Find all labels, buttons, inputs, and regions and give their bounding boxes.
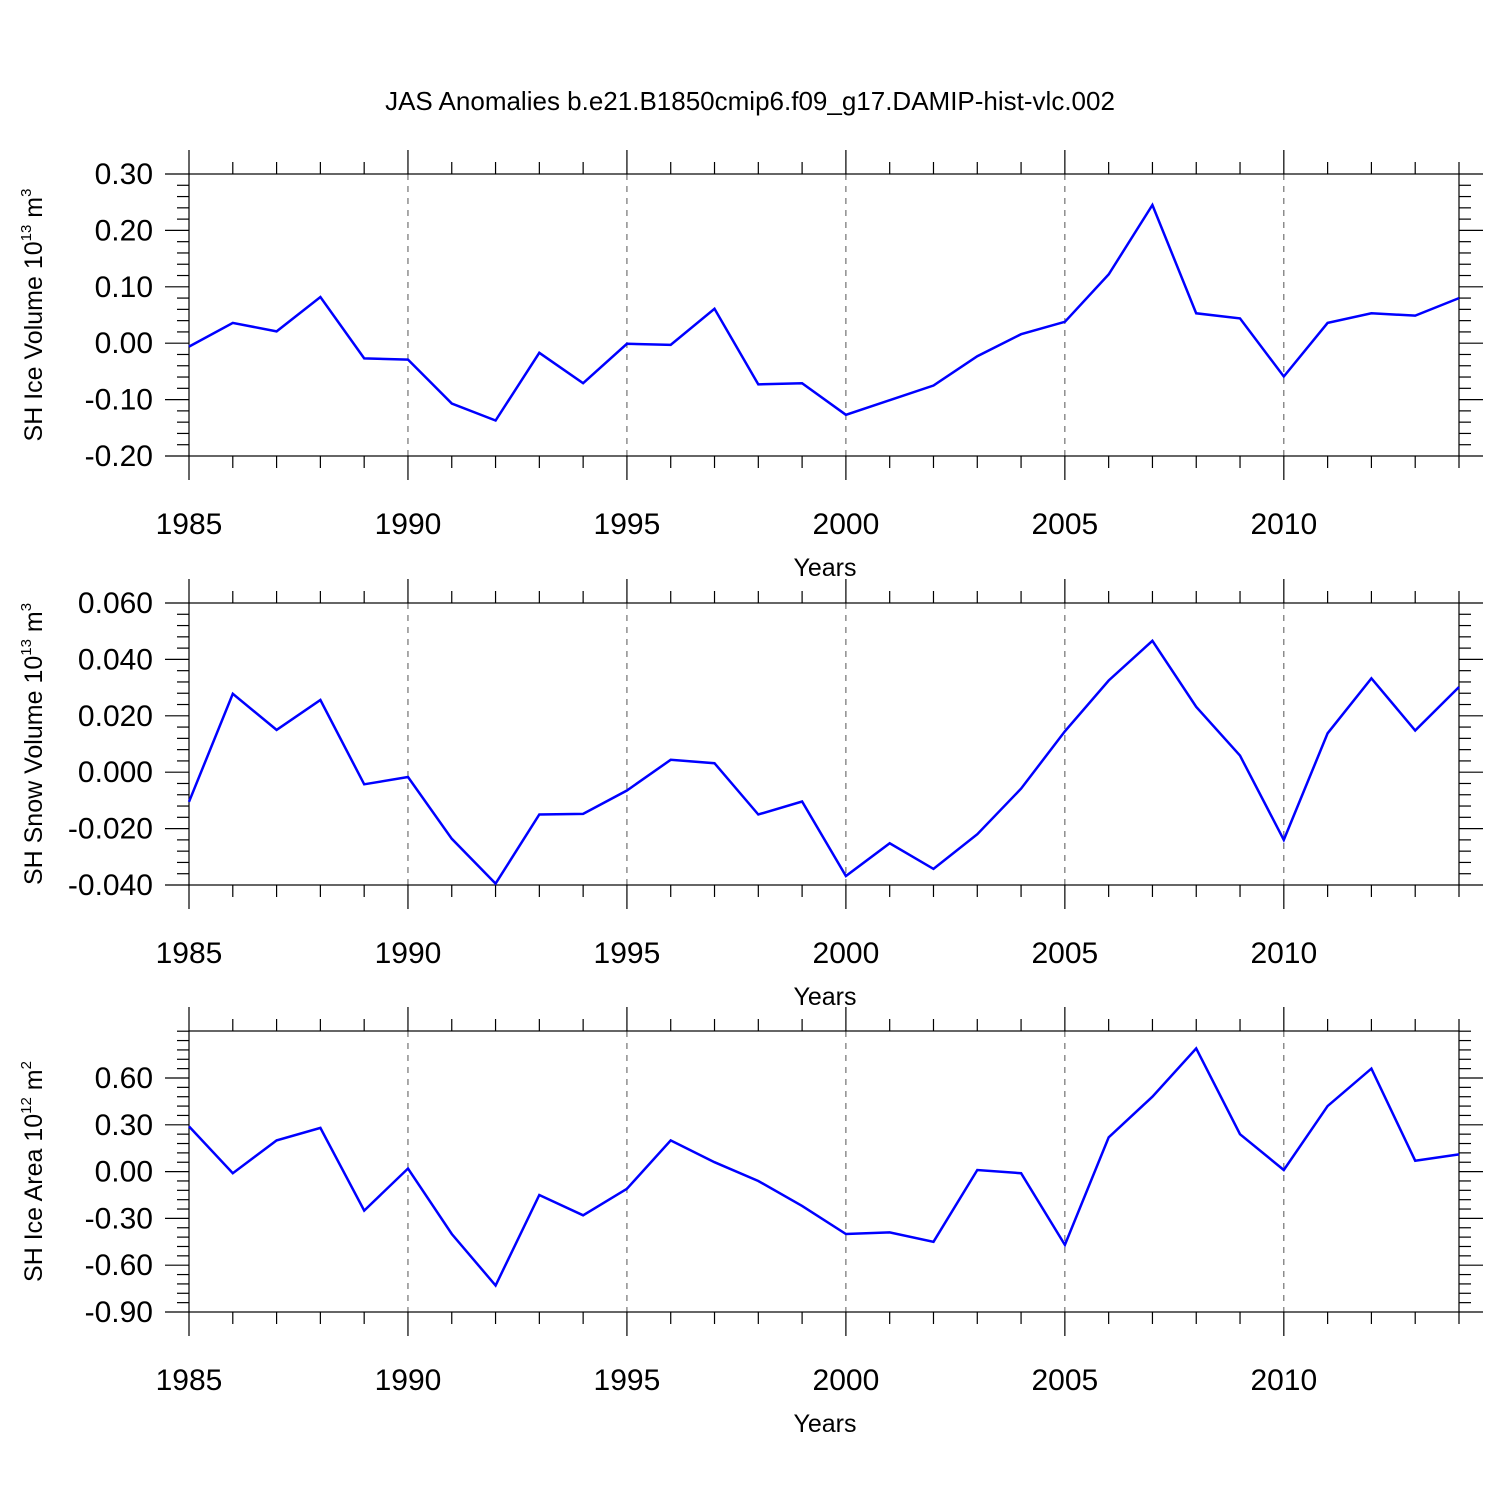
- x-tick-label: 1995: [594, 937, 661, 970]
- y-tick-label: 0.30: [95, 158, 153, 191]
- x-axis-title: Years: [793, 554, 856, 582]
- x-tick-label: 1995: [594, 1364, 661, 1397]
- chart-panel-3: 1985 1990 1995 2000 2005 2010 -0.90 -0.60 -0.30 0…: [18, 1007, 1483, 1438]
- x-tick-label: 1990: [375, 937, 442, 970]
- y-axis-title-text: SH Ice Area 10: [20, 1114, 48, 1282]
- y-tick-label: 0.00: [95, 327, 153, 360]
- y-tick-label: 0.040: [78, 643, 153, 676]
- y-tick-label: -0.60: [85, 1249, 153, 1282]
- plot-frame: [188, 602, 1460, 886]
- y-tick-label: -0.20: [85, 440, 153, 473]
- y-tick-label: -0.10: [85, 384, 153, 417]
- plot-frame: [188, 1030, 1460, 1313]
- x-tick-label: 1985: [156, 1364, 223, 1397]
- series-line-1: [187, 638, 1460, 886]
- y-tick-label: 0.060: [78, 587, 153, 620]
- x-tick-label: 2000: [813, 1364, 880, 1397]
- y-axis-title-unit-exponent: 3: [18, 603, 35, 611]
- y-tick-label: -0.020: [68, 813, 153, 846]
- y-tick-label: 0.60: [95, 1062, 153, 1095]
- x-tick-label: 2000: [813, 508, 880, 541]
- y-axis-title-unit: m: [20, 1069, 48, 1097]
- x-tick-label: 1990: [375, 508, 442, 541]
- x-tick-label: 2000: [813, 937, 880, 970]
- chart-panel-1: 1985 1990 1995 2000 2005 2010 -0.20 -0.10 0.00 0.…: [18, 150, 1483, 582]
- y-axis-title-unit: m: [20, 611, 48, 639]
- y-axis-title-exponent: 13: [18, 225, 35, 242]
- y-tick-label: -0.30: [85, 1202, 153, 1235]
- y-axis-title-exponent: 13: [18, 639, 35, 656]
- y-tick-label: 0.10: [95, 271, 153, 304]
- y-axis-title-unit: m: [20, 197, 48, 225]
- figure-title: JAS Anomalies b.e21.B1850cmip6.f09_g17.D…: [385, 86, 1115, 116]
- chart-panel-2: 1985 1990 1995 2000 2005 2010 -0.040 -0.020 0.00…: [18, 579, 1483, 1011]
- y-axis-title: SH Ice Volume 1013 m3: [18, 189, 48, 442]
- y-tick-label: 0.020: [78, 700, 153, 733]
- x-tick-label: 2005: [1031, 1364, 1098, 1397]
- x-tick-label: 1985: [156, 937, 223, 970]
- y-axis-title-exponent: 12: [18, 1097, 35, 1114]
- series-line-1: [188, 1046, 1460, 1288]
- y-axis-title-unit-exponent: 2: [18, 1061, 35, 1069]
- x-tick-label: 1985: [156, 508, 223, 541]
- x-axis-title: Years: [793, 1410, 856, 1438]
- x-tick-label: 2005: [1031, 937, 1098, 970]
- y-axis-title: SH Snow Volume 1013 m3: [18, 603, 48, 885]
- y-axis-title-text: SH Ice Volume 10: [20, 241, 48, 441]
- y-axis-title-unit-exponent: 3: [18, 189, 35, 197]
- y-tick-label: 0.30: [95, 1109, 153, 1142]
- y-tick-label: -0.040: [68, 869, 153, 902]
- x-tick-label: 1990: [375, 1364, 442, 1397]
- x-tick-label: 2010: [1250, 937, 1317, 970]
- plot-frame: [188, 173, 1460, 457]
- y-tick-label: 0.00: [95, 1156, 153, 1189]
- x-tick-label: 1995: [594, 508, 661, 541]
- y-tick-label: 0.20: [95, 214, 153, 247]
- y-axis-title-text: SH Snow Volume 10: [20, 656, 48, 885]
- x-tick-label: 2010: [1250, 1364, 1317, 1397]
- series-line-1: [188, 202, 1460, 423]
- x-tick-label: 2005: [1031, 508, 1098, 541]
- y-tick-label: -0.90: [85, 1296, 153, 1329]
- x-axis-title: Years: [793, 983, 856, 1011]
- x-tick-label: 2010: [1250, 508, 1317, 541]
- y-axis-title: SH Ice Area 1012 m2: [18, 1061, 48, 1282]
- y-tick-label: 0.000: [78, 756, 153, 789]
